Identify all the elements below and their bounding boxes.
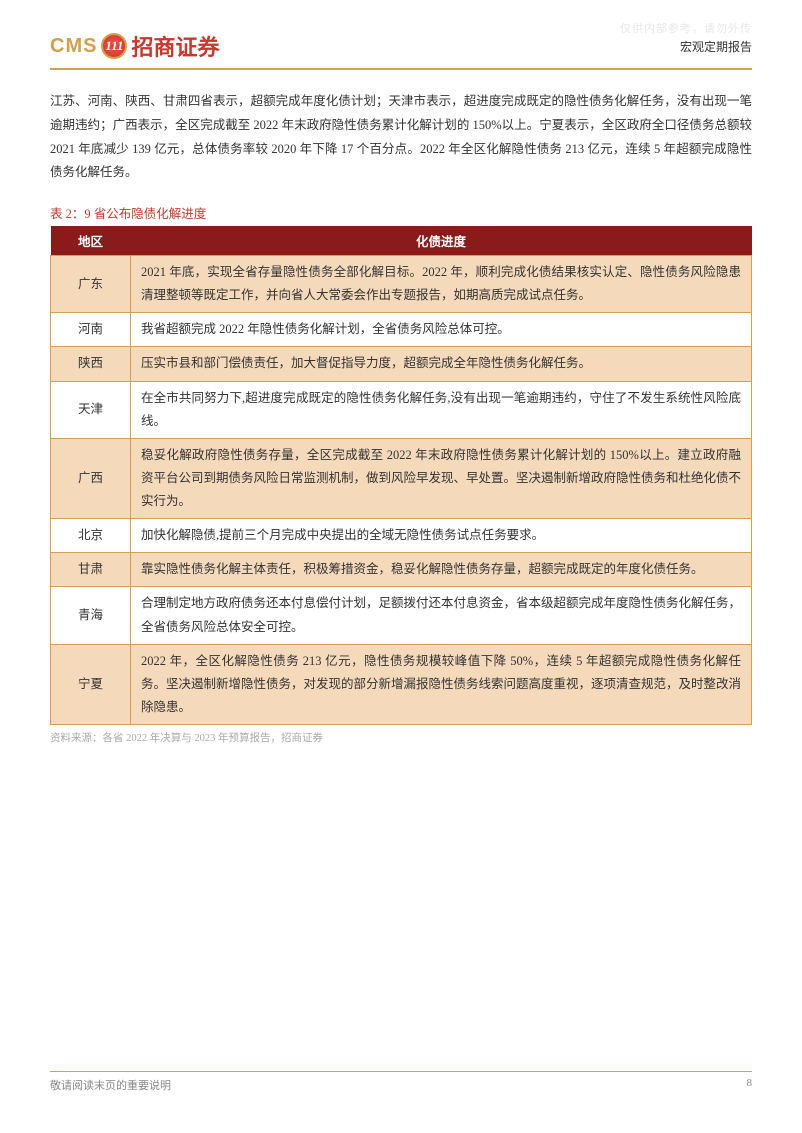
- page-footer: 敬请阅读末页的重要说明 8: [50, 1071, 752, 1093]
- cell-region: 广西: [51, 438, 131, 518]
- cell-region: 甘肃: [51, 553, 131, 587]
- footer-note: 敬请阅读末页的重要说明: [50, 1077, 171, 1093]
- table-row: 陕西压实市县和部门偿债责任，加大督促指导力度，超额完成全年隐性债务化解任务。: [51, 347, 752, 381]
- header-divider: [50, 68, 752, 70]
- cell-progress: 稳妥化解政府隐性债务存量，全区完成截至 2022 年末政府隐性债务累计化解计划的…: [131, 438, 752, 518]
- table-row: 宁夏2022 年，全区化解隐性债务 213 亿元，隐性债务规模较峰值下降 50%…: [51, 644, 752, 724]
- report-type-label: 宏观定期报告: [680, 38, 752, 55]
- debt-progress-table: 地区 化债进度 广东2021 年底，实现全省存量隐性债务全部化解目标。2022 …: [50, 226, 752, 725]
- table-row: 北京加快化解隐债,提前三个月完成中央提出的全域无隐性债务试点任务要求。: [51, 519, 752, 553]
- cell-region: 广东: [51, 256, 131, 313]
- cell-region: 河南: [51, 313, 131, 347]
- cell-progress: 压实市县和部门偿债责任，加大督促指导力度，超额完成全年隐性债务化解任务。: [131, 347, 752, 381]
- cell-region: 陕西: [51, 347, 131, 381]
- footer-divider: [50, 1071, 752, 1072]
- col-progress: 化债进度: [131, 226, 752, 256]
- cell-progress: 合理制定地方政府债务还本付息偿付计划，足额拨付还本付息资金，省本级超额完成年度隐…: [131, 587, 752, 644]
- cell-progress: 2022 年，全区化解隐性债务 213 亿元，隐性债务规模较峰值下降 50%，连…: [131, 644, 752, 724]
- cell-progress: 靠实隐性债务化解主体责任，积极筹措资金，稳妥化解隐性债务存量，超额完成既定的年度…: [131, 553, 752, 587]
- table-row: 青海合理制定地方政府债务还本付息偿付计划，足额拨付还本付息资金，省本级超额完成年…: [51, 587, 752, 644]
- logo-cn-text: 招商证券: [131, 30, 219, 62]
- cell-progress: 加快化解隐债,提前三个月完成中央提出的全域无隐性债务试点任务要求。: [131, 519, 752, 553]
- logo-section: CMS 111 招商证券: [50, 30, 219, 62]
- cell-region: 北京: [51, 519, 131, 553]
- intro-paragraph: 江苏、河南、陕西、甘肃四省表示，超额完成年度化债计划；天津市表示，超进度完成既定…: [50, 90, 752, 185]
- logo-circle-icon: 111: [101, 33, 127, 59]
- cell-progress: 在全市共同努力下,超进度完成既定的隐性债务化解任务,没有出现一笔逾期违约，守住了…: [131, 381, 752, 438]
- table-row: 河南我省超额完成 2022 年隐性债务化解计划，全省债务风险总体可控。: [51, 313, 752, 347]
- table-row: 广西稳妥化解政府隐性债务存量，全区完成截至 2022 年末政府隐性债务累计化解计…: [51, 438, 752, 518]
- col-region: 地区: [51, 226, 131, 256]
- table-title: 表 2：9 省公布隐债化解进度: [50, 203, 752, 222]
- watermark-text: 仅供内部参考，请勿外传: [620, 20, 752, 36]
- cell-progress: 我省超额完成 2022 年隐性债务化解计划，全省债务风险总体可控。: [131, 313, 752, 347]
- cell-region: 宁夏: [51, 644, 131, 724]
- logo-en-text: CMS: [50, 35, 97, 58]
- table-source-note: 资料来源：各省 2022 年决算与 2023 年预算报告，招商证券: [50, 730, 752, 745]
- page-number: 8: [747, 1077, 753, 1093]
- cell-progress: 2021 年底，实现全省存量隐性债务全部化解目标。2022 年，顺利完成化债结果…: [131, 256, 752, 313]
- cell-region: 天津: [51, 381, 131, 438]
- cell-region: 青海: [51, 587, 131, 644]
- table-row: 天津在全市共同努力下,超进度完成既定的隐性债务化解任务,没有出现一笔逾期违约，守…: [51, 381, 752, 438]
- table-row: 甘肃靠实隐性债务化解主体责任，积极筹措资金，稳妥化解隐性债务存量，超额完成既定的…: [51, 553, 752, 587]
- table-row: 广东2021 年底，实现全省存量隐性债务全部化解目标。2022 年，顺利完成化债…: [51, 256, 752, 313]
